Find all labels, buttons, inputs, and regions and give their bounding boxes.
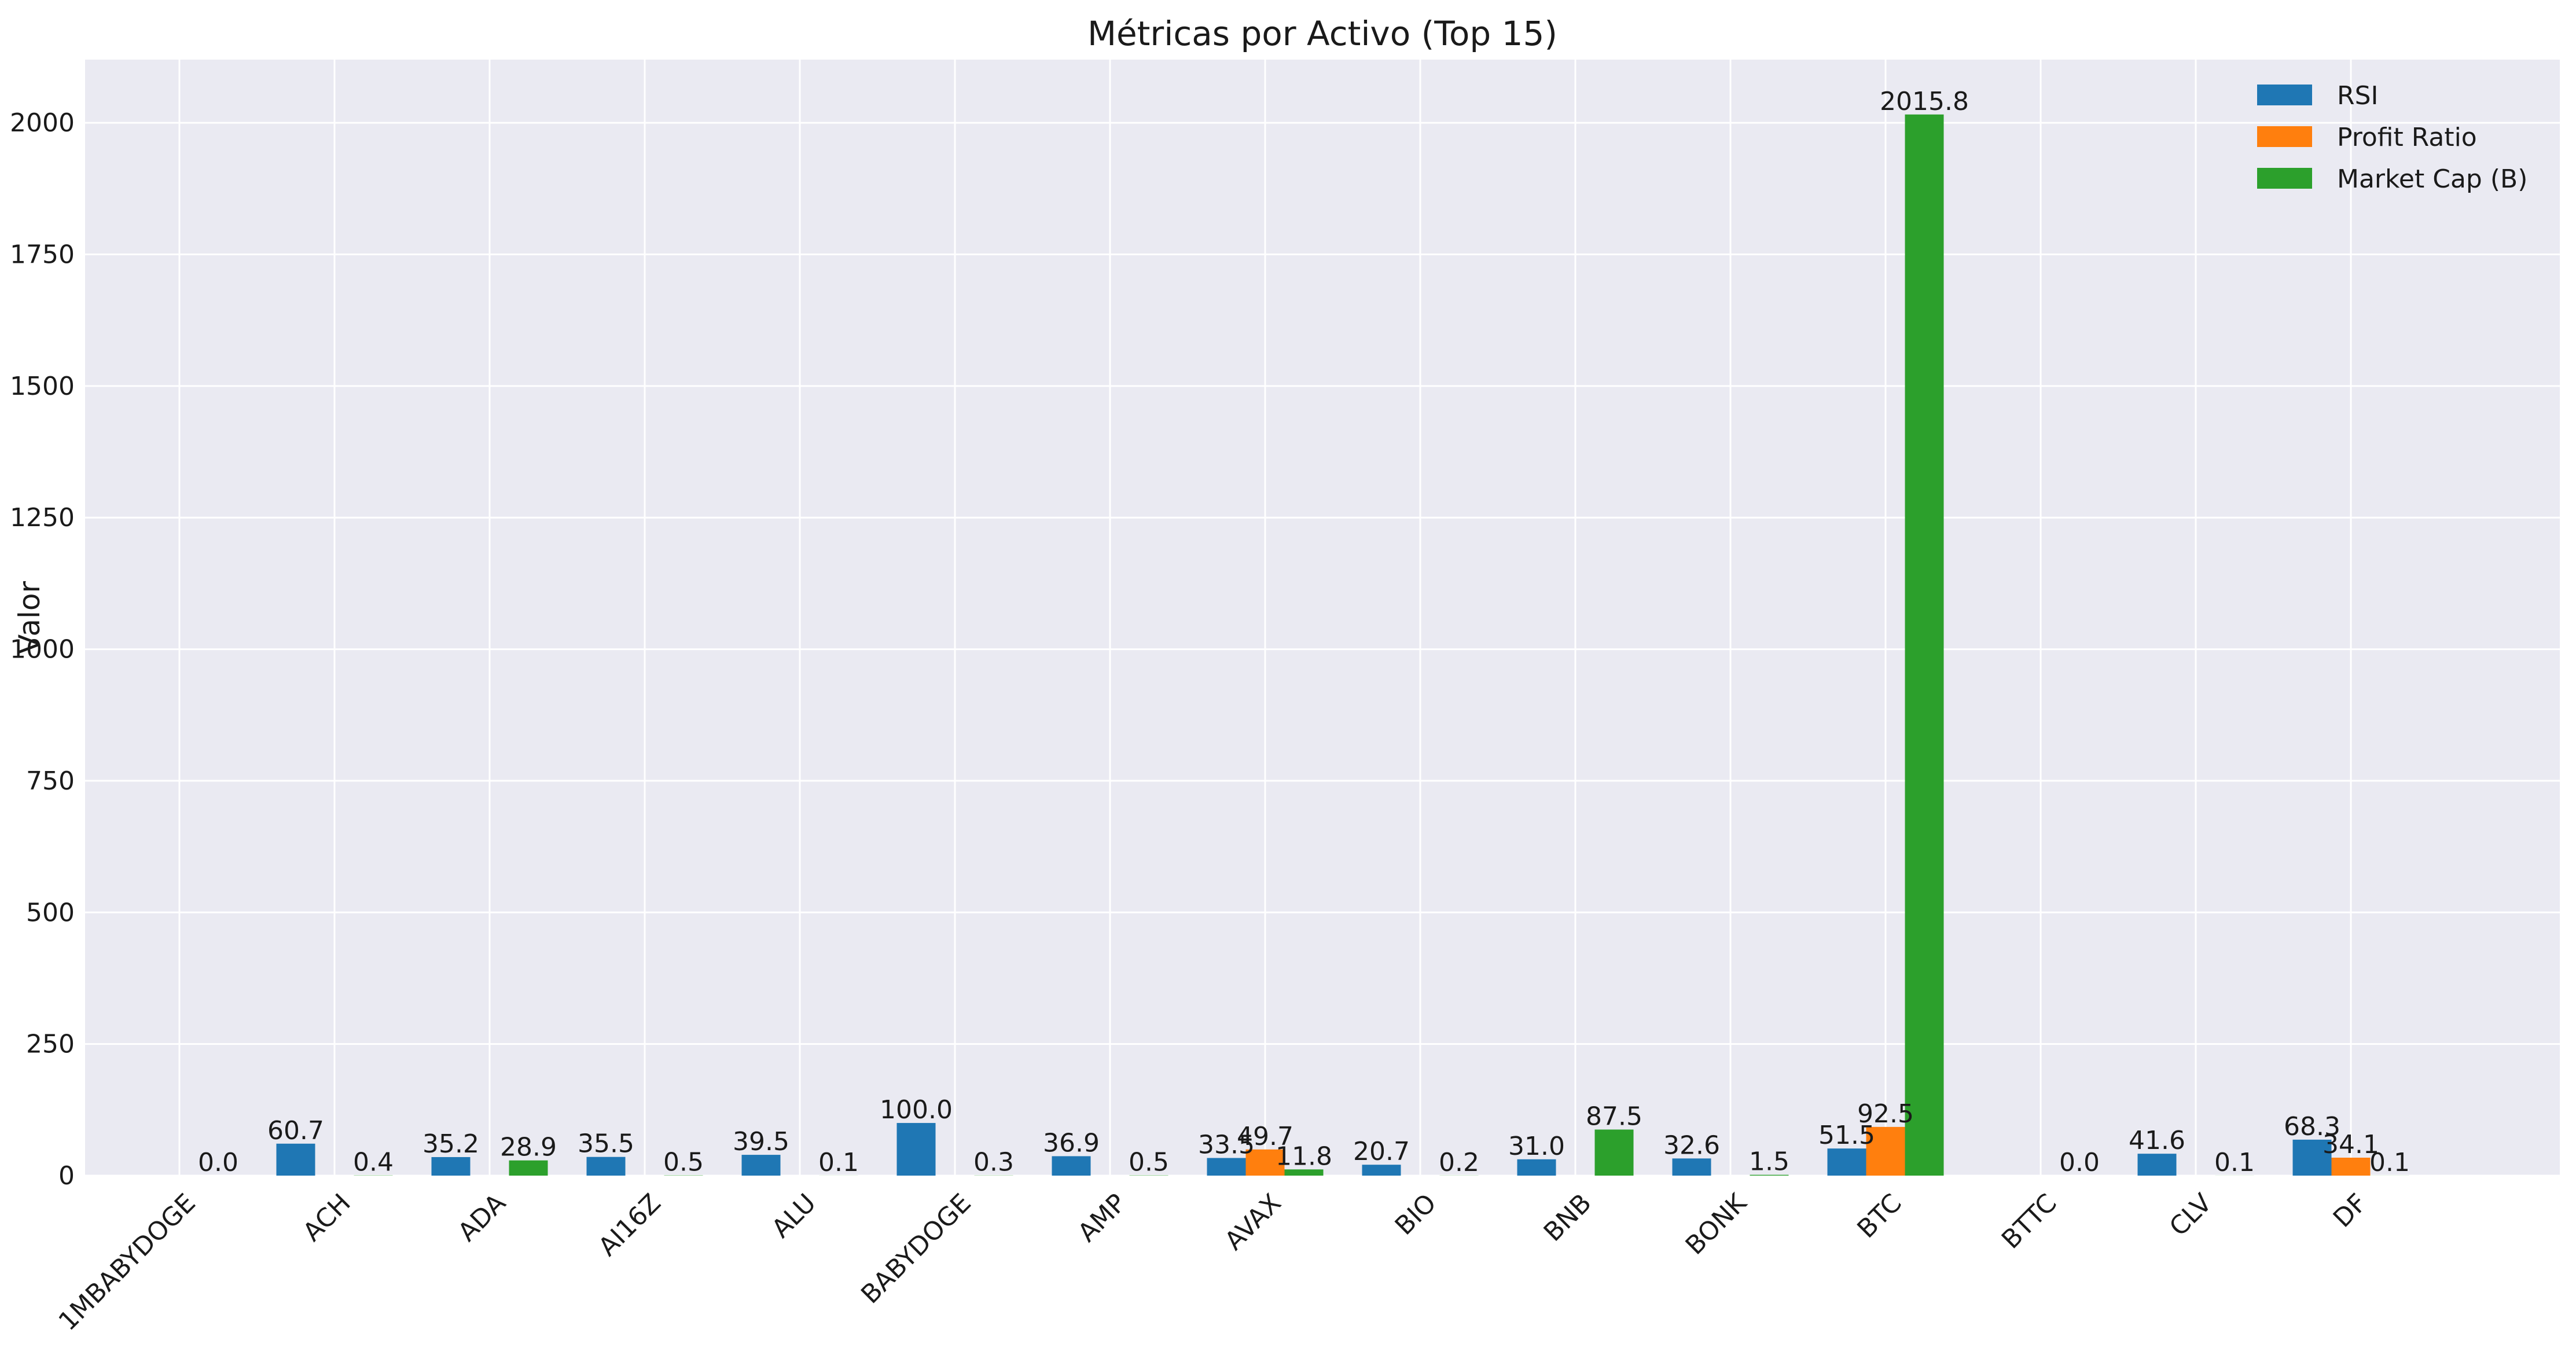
bar-market-cap-b--avax	[1284, 1169, 1324, 1176]
data-label: 39.5	[733, 1127, 789, 1157]
x-tick-label: BNB	[1538, 1188, 1597, 1247]
x-tick-label: ADA	[453, 1188, 512, 1247]
x-tick-label: AMP	[1072, 1188, 1132, 1248]
data-label: 0.1	[2214, 1148, 2255, 1177]
legend-label: RSI	[2337, 81, 2378, 111]
y-tick-label: 0	[58, 1161, 75, 1191]
bars	[276, 114, 2409, 1176]
data-label: 51.5	[1818, 1121, 1875, 1150]
legend-label: Market Cap (B)	[2337, 164, 2527, 194]
x-axis-ticks: 1MBABYDOGE ACH ADA AI16Z ALU BABYDOGE AMP AVAX B…	[53, 1188, 2373, 1337]
x-tick-label: BTTC	[1996, 1188, 2063, 1255]
bar-rsi-bio	[1362, 1165, 1401, 1176]
bar-rsi-babydoge	[896, 1123, 936, 1176]
data-label: 87.5	[1586, 1102, 1642, 1131]
data-label: 100.0	[880, 1095, 953, 1125]
bar-rsi-ai16z	[586, 1157, 626, 1176]
bar-rsi-amp	[1052, 1156, 1091, 1176]
x-tick-label: ALU	[766, 1188, 822, 1244]
data-label: 0.5	[663, 1148, 704, 1177]
data-label: 36.9	[1043, 1128, 1100, 1158]
data-label: 49.7	[1237, 1122, 1293, 1151]
y-tick-label: 250	[26, 1030, 75, 1059]
bar-rsi-df	[2292, 1139, 2332, 1176]
data-label: 28.9	[500, 1133, 557, 1162]
bar-profit-ratio-btc	[1866, 1126, 1905, 1176]
x-tick-label: 1MBABYDOGE	[53, 1188, 201, 1337]
data-label: 31.0	[1508, 1132, 1565, 1161]
data-label: 0.1	[2369, 1148, 2410, 1177]
x-tick-label: BONK	[1680, 1188, 1753, 1261]
data-label: 0.4	[353, 1148, 394, 1177]
bar-rsi-avax	[1207, 1158, 1246, 1176]
bar-rsi-clv	[2137, 1154, 2177, 1176]
x-tick-label: BABYDOGE	[855, 1188, 977, 1310]
bar-rsi-bnb	[1517, 1159, 1556, 1176]
bar-rsi-ach	[276, 1143, 315, 1176]
y-tick-label: 1500	[10, 372, 75, 401]
x-tick-label: DF	[2328, 1188, 2373, 1233]
data-label: 2015.8	[1880, 87, 1969, 116]
bar-profit-ratio-df	[2331, 1157, 2371, 1176]
data-label: 60.7	[267, 1116, 324, 1146]
y-tick-label: 750	[26, 766, 75, 796]
x-tick-label: CLV	[2164, 1188, 2218, 1242]
bar-rsi-ada	[431, 1157, 471, 1176]
data-label: 20.7	[1353, 1137, 1410, 1166]
data-label: 92.5	[1857, 1099, 1914, 1129]
data-label: 68.3	[2284, 1112, 2340, 1141]
y-tick-label: 2000	[10, 108, 75, 138]
bar-market-cap-b--bonk	[1750, 1174, 1789, 1176]
y-tick-label: 1000	[10, 635, 75, 665]
legend-swatch	[2257, 126, 2312, 147]
data-label: 35.2	[422, 1129, 479, 1159]
bar-market-cap-b--btc	[1905, 114, 1944, 1176]
y-tick-label: 1750	[10, 240, 75, 269]
data-label: 0.0	[198, 1148, 238, 1177]
legend-swatch	[2257, 85, 2312, 105]
bar-market-cap-b--bnb	[1594, 1129, 1634, 1176]
x-tick-label: ACH	[297, 1188, 357, 1247]
data-label: 0.5	[1129, 1148, 1169, 1177]
bar-market-cap-b--ada	[509, 1160, 548, 1176]
bar-profit-ratio-avax	[1245, 1149, 1285, 1176]
legend-label: Profit Ratio	[2337, 123, 2477, 152]
grid	[85, 60, 2560, 1177]
plot-area	[85, 60, 2560, 1176]
data-label: 0.0	[2059, 1148, 2100, 1177]
data-label: 35.5	[578, 1129, 634, 1159]
y-tick-label: 1250	[10, 503, 75, 533]
legend-swatch	[2257, 168, 2312, 189]
data-label: 41.6	[2129, 1126, 2185, 1155]
data-label: 0.1	[818, 1148, 859, 1177]
x-tick-label: AI16Z	[593, 1188, 666, 1262]
data-labels: 60.7 35.2 35.5 39.5 100.0 36.9 33.5 20.7 31.0 32.…	[198, 87, 2410, 1177]
bar-rsi-btc	[1827, 1148, 1866, 1176]
y-axis-label: Valor	[13, 581, 46, 654]
x-tick-label: BTC	[1851, 1188, 1907, 1244]
bar-rsi-alu	[741, 1155, 781, 1176]
data-label: 0.3	[973, 1148, 1014, 1177]
chart-title: Métricas por Activo (Top 15)	[1087, 14, 1557, 53]
data-label: 33.5	[1198, 1130, 1255, 1160]
y-tick-label: 500	[26, 898, 75, 927]
data-label: 1.5	[1749, 1147, 1789, 1177]
data-label: 34.1	[2323, 1130, 2379, 1159]
bar-rsi-bonk	[1672, 1158, 1711, 1176]
legend: RSI Profit Ratio Market Cap (B)	[2257, 81, 2527, 194]
data-label: 11.8	[1276, 1141, 1332, 1171]
data-label: 32.6	[1663, 1130, 1720, 1160]
y-axis-ticks: 0 250 500 750 1000 1250 1500 1750 2000	[10, 108, 75, 1191]
data-label: 0.2	[1439, 1148, 1479, 1177]
x-tick-label: AVAX	[1219, 1188, 1287, 1256]
x-tick-label: BIO	[1390, 1188, 1442, 1241]
